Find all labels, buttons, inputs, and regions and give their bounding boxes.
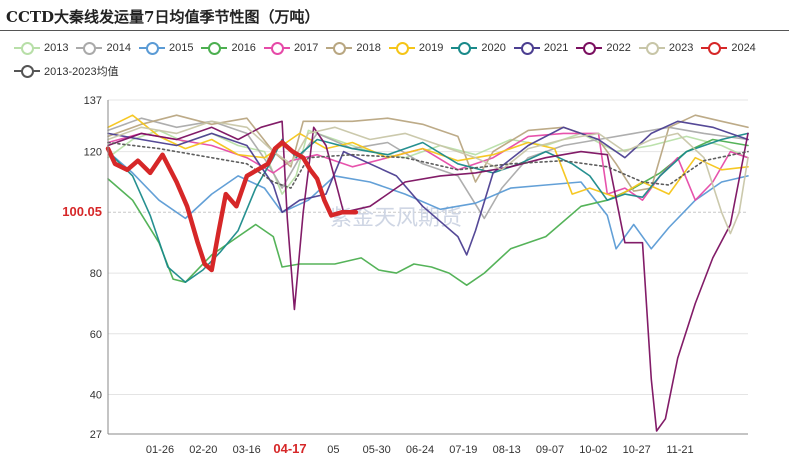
legend-item-2023[interactable]: 2023 (638, 40, 694, 56)
legend-swatch (388, 42, 415, 55)
legend-label: 2015 (168, 42, 194, 54)
legend-swatch (451, 42, 478, 55)
series-layer (105, 114, 749, 432)
series-line-2020 (107, 132, 749, 283)
legend-swatch (14, 65, 40, 78)
y-tick-label: 60 (90, 329, 102, 341)
legend-swatch (326, 42, 353, 55)
axes: 27 40 60 80 100.05 120 137 01-26 02-20 03-16 04-17… (62, 95, 748, 456)
x-tick-label: 01-26 (146, 444, 174, 456)
x-tick-label: 05-30 (363, 444, 391, 456)
series-line-2018 (107, 114, 749, 192)
chart-legend: 2013 2014 2015 2016 2017 2018 2019 2020 2021 2022… (14, 40, 784, 86)
legend-swatch-marker (208, 42, 222, 55)
series-line-2023 (107, 120, 749, 235)
legend-swatch-marker (270, 42, 284, 55)
title-divider (0, 30, 789, 31)
x-tick-label: 05 (327, 444, 339, 456)
x-tick-label: 07-19 (449, 444, 477, 456)
legend-swatch (14, 42, 40, 55)
legend-swatch-marker (333, 42, 347, 55)
y-tick-label: 137 (84, 95, 102, 107)
legend-label: 2014 (106, 42, 131, 54)
legend-swatch (701, 42, 728, 55)
x-tick-label: 09-07 (536, 444, 564, 456)
x-tick-label: 03-16 (233, 444, 261, 456)
legend-swatch (576, 42, 603, 55)
series-line-2022 (107, 120, 749, 432)
legend-label: 2022 (606, 42, 631, 54)
legend-swatch-marker (583, 42, 597, 55)
y-tick-label: 80 (90, 268, 102, 280)
legend-item-2014[interactable]: 2014 (76, 40, 131, 56)
chart-title: CCTD大秦线发运量7日均值季节性图（万吨） (6, 8, 320, 26)
series-line-2015 (107, 150, 749, 250)
legend-label: 2024 (731, 42, 756, 54)
legend-swatch-marker (708, 42, 722, 55)
legend-swatch-marker (645, 42, 659, 55)
legend-item-2021[interactable]: 2021 (513, 40, 569, 56)
legend-item-2020[interactable]: 2020 (451, 40, 506, 56)
legend-label: 2023 (668, 42, 694, 54)
x-tick-label: 11-21 (666, 444, 693, 456)
legend-label: 2021 (543, 42, 569, 54)
x-tick-label: 10-27 (623, 444, 651, 456)
legend-swatch-marker (145, 42, 159, 55)
legend-label: 2017 (293, 42, 319, 54)
legend-swatch-marker (395, 42, 409, 55)
legend-swatch (201, 42, 228, 55)
series-line-2024 (105, 140, 359, 273)
legend-swatch (638, 42, 665, 55)
legend-item-2013-2023均值[interactable]: 2013-2023均值 (14, 63, 119, 79)
x-tick-label: 06-24 (406, 444, 434, 456)
legend-swatch (76, 42, 103, 55)
legend-item-2024[interactable]: 2024 (701, 40, 756, 56)
y-tick-label: 100.05 (62, 204, 102, 219)
legend-swatch (513, 42, 540, 55)
legend-label: 2016 (231, 42, 256, 54)
legend-label: 2018 (356, 42, 381, 54)
legend-swatch-marker (21, 65, 34, 78)
legend-item-2022[interactable]: 2022 (576, 40, 631, 56)
legend-swatch-marker (83, 42, 97, 55)
series-line-2017 (107, 132, 749, 201)
legend-item-2013[interactable]: 2013 (14, 40, 68, 56)
legend-item-2017[interactable]: 2017 (263, 40, 319, 56)
legend-swatch-marker (458, 42, 472, 55)
legend-label: 2013-2023均值 (44, 66, 119, 78)
legend-item-2019[interactable]: 2019 (388, 40, 444, 56)
legend-item-2016[interactable]: 2016 (201, 40, 256, 56)
legend-item-2018[interactable]: 2018 (326, 40, 381, 56)
legend-swatch (138, 42, 165, 55)
x-tick-label: 10-02 (579, 444, 607, 456)
y-tick-label: 27 (90, 429, 102, 441)
legend-label: 2020 (481, 42, 506, 54)
x-tick-label: 04-17 (273, 441, 306, 456)
legend-label: 2013 (44, 42, 69, 54)
legend-swatch-marker (520, 42, 534, 55)
x-tick-label: 02-20 (189, 444, 217, 456)
legend-item-2015[interactable]: 2015 (138, 40, 194, 56)
series-line-2013-2023均值 (107, 141, 749, 189)
series-line-2021 (107, 120, 749, 256)
legend-swatch-marker (21, 42, 34, 55)
y-tick-label: 120 (84, 147, 102, 159)
legend-label: 2019 (418, 42, 444, 54)
x-tick-label: 08-13 (493, 444, 521, 456)
y-tick-label: 40 (90, 390, 102, 402)
legend-swatch (263, 42, 290, 55)
